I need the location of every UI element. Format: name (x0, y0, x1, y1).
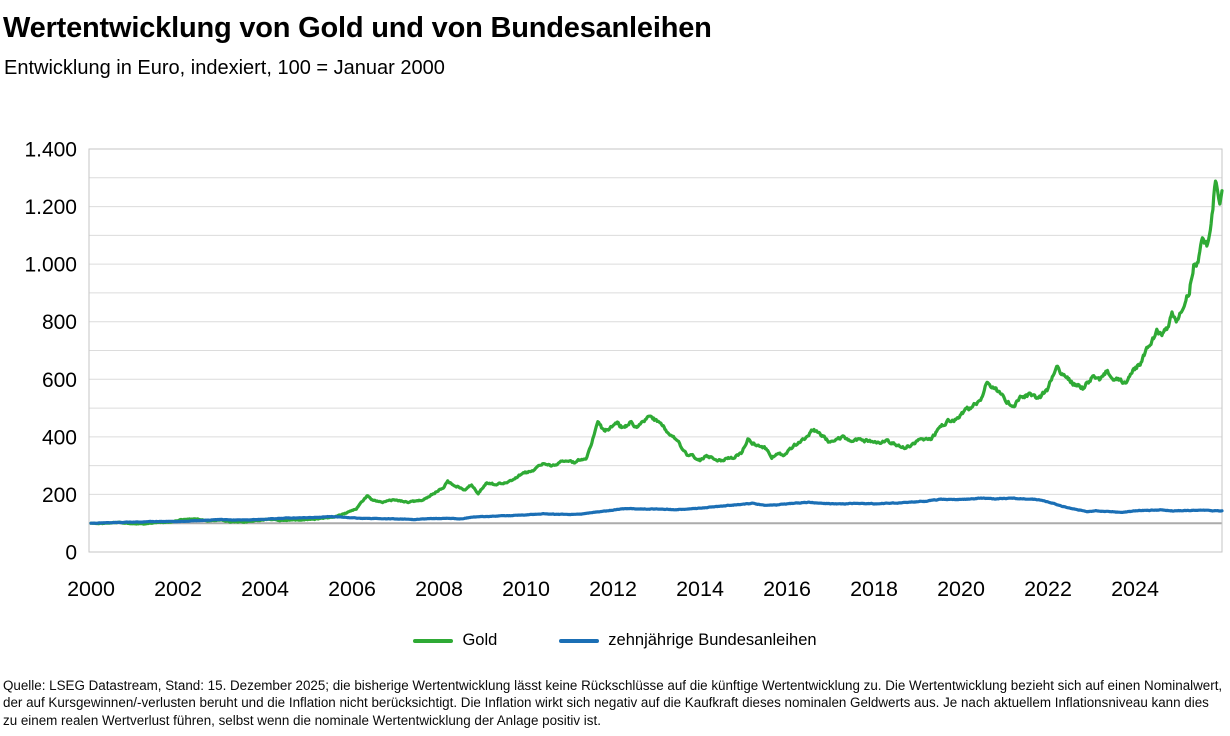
y-axis-tick-label: 200 (42, 484, 77, 507)
x-axis-tick-label: 2020 (937, 577, 985, 601)
y-axis-tick-label: 600 (42, 369, 77, 392)
series-line-bundesanleihen (89, 496, 1224, 525)
x-axis-tick-label: 2018 (850, 577, 898, 601)
x-axis-tick-label: 2022 (1024, 577, 1072, 601)
y-axis-tick-label: 1.400 (24, 139, 77, 162)
plot-border (88, 148, 1223, 553)
y-axis-tick-label: 800 (42, 311, 77, 334)
legend-label-bundesanleihen: zehnjährige Bundesanleihen (608, 631, 817, 649)
legend-item-gold: Gold (413, 631, 497, 650)
x-axis-tick-label: 2014 (676, 577, 724, 601)
gold-line-swatch (413, 638, 454, 643)
x-axis-tick-label: 2006 (328, 577, 376, 601)
page-title: Wertentwicklung von Gold und von Bundesa… (3, 12, 712, 44)
x-axis-tick-label: 2010 (502, 577, 550, 601)
line-chart: 0 200 400 600 800 1.000 1.200 1.400 2000 2002 2004… (24, 139, 1224, 601)
legend-label-gold: Gold (462, 631, 498, 649)
chart-legend: Gold zehnjährige Bundesanleihen (0, 631, 1230, 650)
y-axis-tick-label: 400 (42, 426, 77, 449)
y-axis-tick-label: 1.200 (24, 196, 77, 219)
series-line-gold (89, 179, 1224, 526)
x-axis-tick-label: 2002 (154, 577, 202, 601)
x-axis-tick-label: 2016 (763, 577, 811, 601)
x-axis-tick-label: 2024 (1111, 577, 1159, 601)
x-axis-tick-label: 2008 (415, 577, 463, 601)
page-subtitle: Entwicklung in Euro, indexiert, 100 = Ja… (4, 57, 445, 79)
y-axis-tick-label: 1.000 (24, 254, 77, 277)
bundesanleihen-line-swatch (559, 638, 600, 643)
x-axis-tick-label: 2000 (67, 577, 115, 601)
source-disclaimer-text: Quelle: LSEG Datastream, Stand: 15. Deze… (3, 678, 1223, 728)
x-axis-tick-label: 2004 (241, 577, 289, 601)
y-axis-tick-label: 0 (65, 542, 77, 565)
x-axis-tick-label: 2012 (589, 577, 637, 601)
legend-item-bundesanleihen: zehnjährige Bundesanleihen (559, 631, 817, 650)
